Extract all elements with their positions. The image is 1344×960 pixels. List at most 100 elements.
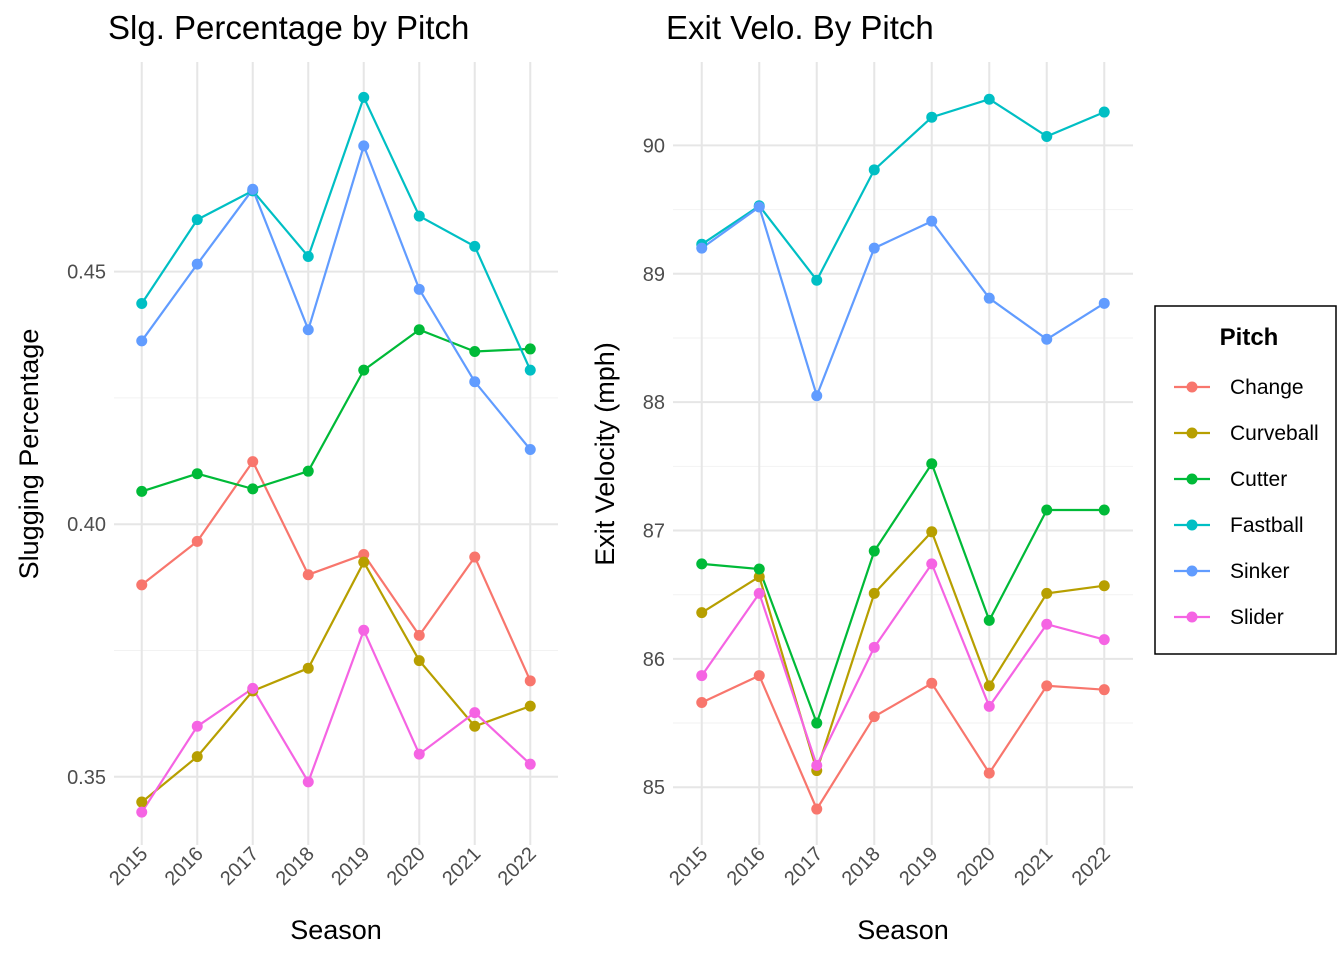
p0-point-sinker-2020 [413,283,425,295]
legend-key-point-change [1186,381,1198,393]
legend-key-point-fastball [1186,519,1198,531]
p0-point-cutter-2019 [358,364,370,376]
p0-point-slider-2022 [524,758,536,770]
p1-point-fastball-2021 [1041,130,1053,142]
p0-point-sinker-2017 [247,183,259,195]
p1-x-tick-label-2015: 2015 [665,843,712,890]
legend-label-slider: Slider [1230,606,1284,629]
p1-y-tick-label: 90 [643,135,665,157]
p1-point-change-2018 [868,711,880,723]
legend-label-cutter: Cutter [1230,468,1287,491]
p1-point-fastball-2019 [926,111,938,123]
p0-point-cutter-2021 [469,345,481,357]
p0-point-curveball-2022 [524,700,536,712]
p0-y-tick-label: 0.45 [67,262,106,284]
p1-point-fastball-2020 [983,93,995,105]
p0-x-tick-label-2017: 2017 [216,843,263,890]
p0-series-line-sinker [140,142,532,451]
p0-point-sinker-2015 [136,335,148,347]
p0-chart-title: Slg. Percentage by Pitch [108,9,469,46]
p0-series-line-slider [140,627,532,813]
p1-point-slider-2018 [868,641,880,653]
p1-series-line-curveball [701,529,1105,775]
p0-point-cutter-2022 [524,343,536,355]
p0-point-curveball-2019 [358,556,370,568]
p0-point-slider-2018 [302,776,314,788]
p0-x-tick-label-2018: 2018 [272,843,319,890]
p1-point-fastball-2018 [868,164,880,176]
legend-label-fastball: Fastball [1230,514,1304,537]
p1-point-slider-2015 [696,670,708,682]
p1-point-sinker-2015 [696,242,708,254]
p0-point-slider-2019 [358,624,370,636]
p1-x-tick-label-2017: 2017 [780,843,827,890]
p1-point-change-2015 [696,697,708,709]
legend: Pitch Change Curveball Cutter Fastball Sinke… [1154,305,1337,655]
legend-label-curveball: Curveball [1230,422,1319,445]
p0-x-tick-label-2020: 2020 [383,843,430,890]
p0-x-axis-label: Season [290,915,382,945]
p0-point-sinker-2016 [191,258,203,270]
p1-point-sinker-2016 [753,201,765,213]
p0-x-tick-label-2016: 2016 [161,843,208,890]
legend-label-change: Change [1230,376,1304,399]
p1-series-line-sinker [701,205,1105,400]
p0-point-change-2016 [191,535,203,547]
p0-point-curveball-2020 [413,655,425,667]
p1-y-tick-label: 85 [643,777,665,799]
p0-point-cutter-2015 [136,485,148,497]
p1-point-fastball-2022 [1098,106,1110,118]
p0-point-sinker-2022 [524,443,536,455]
p1-point-change-2021 [1041,680,1053,692]
p0-x-tick-label-2022: 2022 [494,843,541,890]
p1-x-tick-label-2020: 2020 [953,843,1000,890]
p0-y-tick-label: 0.35 [67,767,106,789]
p0-point-slider-2020 [413,748,425,760]
p0-point-sinker-2018 [302,324,314,336]
p1-point-change-2019 [926,677,938,689]
p1-point-cutter-2017 [811,717,823,729]
p1-point-cutter-2021 [1041,504,1053,516]
p1-point-curveball-2018 [868,587,880,599]
p0-y-axis-label: Slugging Percentage [14,329,44,580]
p0-point-slider-2016 [191,720,203,732]
p1-point-cutter-2019 [926,458,938,470]
p1-point-change-2020 [983,767,995,779]
p1-point-fastball-2017 [811,274,823,286]
p0-y-tick-label: 0.40 [67,514,106,536]
p1-point-curveball-2022 [1098,580,1110,592]
p0-point-cutter-2020 [413,324,425,336]
p0-point-cutter-2017 [247,483,259,495]
p0-point-fastball-2022 [524,364,536,376]
p0-series-line-change [141,459,532,682]
p0-point-fastball-2021 [469,240,481,252]
p1-point-curveball-2016 [753,571,765,583]
p1-x-tick-label-2016: 2016 [723,843,770,890]
p1-point-sinker-2017 [811,390,823,402]
p1-x-tick-label-2019: 2019 [895,843,942,890]
p1-point-change-2017 [811,803,823,815]
p0-point-curveball-2018 [302,662,314,674]
p0-point-slider-2021 [469,707,481,719]
p0-point-slider-2015 [136,806,148,818]
legend-key-point-slider [1186,611,1198,623]
legend-key-point-sinker [1186,565,1198,577]
p0-series-line-curveball [141,559,531,803]
legend-key-point-cutter [1186,473,1198,485]
p1-point-curveball-2019 [926,526,938,538]
p1-point-slider-2017 [811,759,823,771]
p1-point-curveball-2020 [983,680,995,692]
exit-velocity-panel: 85 86 87 88 89 90 2015 2016 2017 2018 2019 2020 2021… [590,9,1133,945]
p1-point-cutter-2018 [868,545,880,557]
p1-series-line-change [701,674,1105,812]
p0-point-change-2017 [247,456,259,468]
p1-series-line-slider [700,561,1105,769]
p0-point-fastball-2020 [413,210,425,222]
p0-point-fastball-2019 [358,91,370,103]
p1-point-slider-2021 [1041,618,1053,630]
p1-y-tick-label: 86 [643,649,665,671]
p1-point-cutter-2020 [983,614,995,626]
p0-point-cutter-2016 [191,468,203,480]
p0-point-fastball-2015 [136,297,148,309]
